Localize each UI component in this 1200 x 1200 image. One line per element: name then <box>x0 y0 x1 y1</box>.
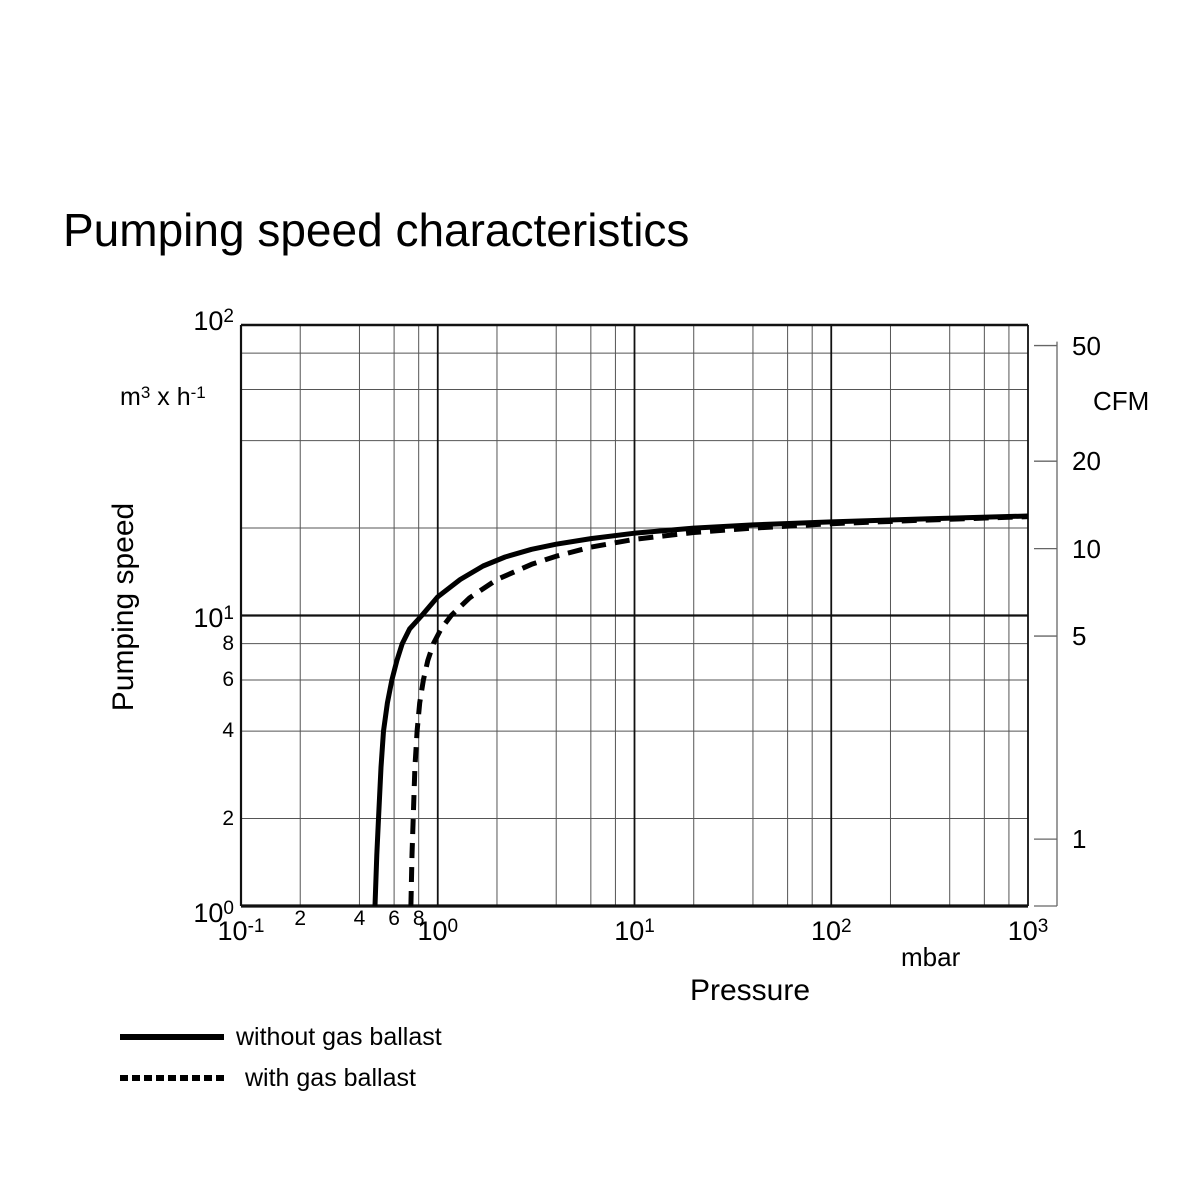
y-minor-tick-label: 2 <box>222 806 234 830</box>
y-minor-tick-label: 4 <box>222 719 234 743</box>
x-axis-unit-label: mbar <box>901 942 961 972</box>
x-minor-tick-label: 6 <box>388 907 400 930</box>
legend-label-without-gas-ballast: without gas ballast <box>236 1023 442 1051</box>
y-tick-label: 102 <box>193 306 234 336</box>
x-tick-label: 10-1 <box>217 916 265 946</box>
right-axis-title: CFM <box>1093 386 1150 416</box>
x-tick-label: 103 <box>1007 916 1049 946</box>
cfm-tick-label: 5 <box>1072 621 1087 652</box>
x-axis-title: Pressure <box>689 974 811 1007</box>
curve-without-gas-ballast <box>372 513 1029 907</box>
cfm-tick-label: 10 <box>1072 533 1101 564</box>
cfm-tick-label: 1 <box>1072 824 1087 855</box>
x-minor-tick-label: 4 <box>353 907 366 930</box>
cfm-tick-label: 50 <box>1072 330 1101 361</box>
page-title: Pumping speed characteristics <box>63 204 690 256</box>
x-tick-label: 102 <box>810 916 852 946</box>
legend-line-solid <box>120 1034 224 1040</box>
legend-label-with-gas-ballast: with gas ballast <box>245 1064 416 1092</box>
x-tick-label: 100 <box>417 916 459 946</box>
x-minor-tick-label: 8 <box>412 907 425 930</box>
y-minor-tick-label: 6 <box>222 667 234 691</box>
y-tick-label: 100 <box>193 898 234 928</box>
y-axis-unit-label: m3 x h-1 <box>120 383 206 411</box>
x-tick-label: 101 <box>614 916 655 946</box>
legend-line-dashed <box>120 1075 224 1081</box>
x-minor-tick-label: 2 <box>294 907 307 930</box>
curve-with-gas-ballast <box>408 514 1029 907</box>
y-minor-tick-label: 8 <box>222 631 234 655</box>
y-tick-label: 101 <box>193 602 234 633</box>
cfm-tick-label: 20 <box>1072 446 1101 477</box>
